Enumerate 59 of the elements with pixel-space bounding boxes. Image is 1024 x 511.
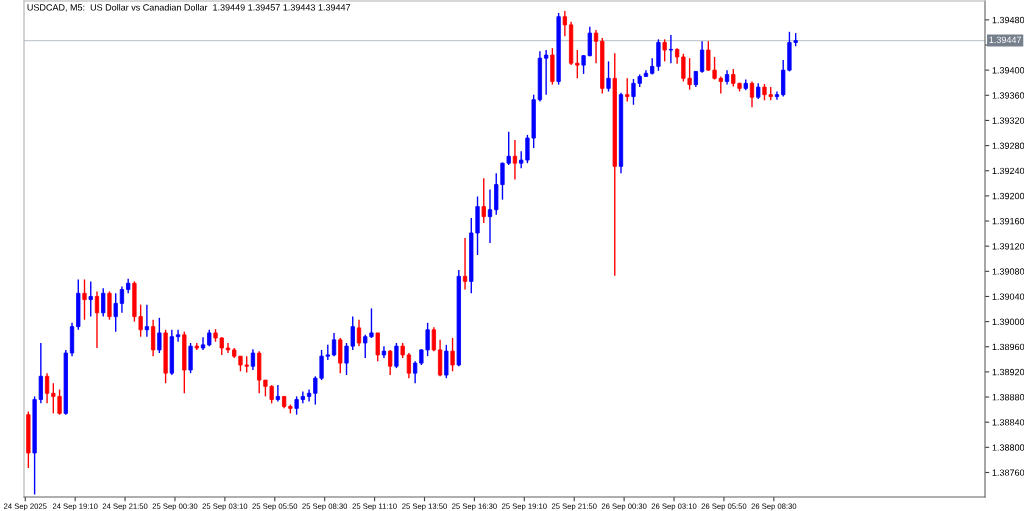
candlestick	[44, 372, 50, 405]
candlestick	[481, 177, 486, 224]
y-tick-label: 1.39040	[992, 293, 1024, 300]
candlestick	[462, 237, 468, 291]
y-tick-label: 1.38920	[992, 368, 1024, 376]
y-tick-label: 1.39080	[992, 268, 1024, 275]
y-tick-label: 1.39480	[992, 16, 1024, 24]
candlestick	[188, 342, 193, 374]
y-tick-label: 1.39000	[992, 318, 1024, 325]
candlestick	[338, 337, 343, 374]
candlestick	[625, 77, 630, 103]
candlestick	[144, 303, 150, 338]
y-tick-label: 1.39400	[992, 67, 1024, 74]
candlestick	[487, 188, 493, 244]
chart-title: USDCAD, M5: US Dollar vs Canadian Dollar 1.39449 1.39457 1.39443 1.39447	[27, 3, 351, 12]
candlestick	[82, 278, 87, 321]
y-tick-label: 1.38840	[992, 419, 1024, 426]
candlestick	[375, 332, 380, 362]
candlestick	[406, 352, 412, 379]
candlestick	[562, 10, 567, 37]
candlestick	[593, 29, 599, 64]
y-tick-label: 1.38760	[992, 469, 1024, 476]
candlestick	[699, 40, 705, 74]
candlestick	[450, 337, 455, 372]
y-tick-label: 1.38960	[992, 343, 1024, 351]
ref-line-label: 1.39447	[989, 36, 1022, 44]
candlestick	[200, 336, 206, 351]
y-tick-label: 1.39280	[992, 142, 1024, 149]
y-tick-label: 1.39320	[992, 117, 1024, 124]
candlestick	[575, 49, 580, 80]
y-tick-label: 1.39240	[992, 167, 1024, 175]
candlestick	[388, 349, 393, 376]
candlestick	[356, 319, 362, 347]
y-tick-label: 1.39120	[992, 243, 1024, 250]
candlestick	[668, 34, 674, 64]
candlestick	[394, 342, 399, 369]
y-tick-label: 1.38800	[992, 444, 1024, 451]
candlestick	[101, 287, 106, 318]
candlestick	[157, 317, 162, 354]
candlestick	[107, 290, 112, 321]
candlestick	[444, 344, 449, 379]
y-tick-label: 1.38880	[992, 394, 1024, 401]
y-tick-label: 1.39360	[992, 92, 1024, 99]
y-tick-label: 1.39160	[992, 217, 1024, 225]
candlestick	[250, 348, 256, 371]
candlestick	[88, 280, 93, 318]
candlestick	[544, 49, 549, 96]
y-tick-label: 1.39200	[992, 192, 1024, 200]
candlestick	[119, 285, 125, 314]
candlestick	[662, 38, 667, 63]
candlestick	[512, 139, 518, 181]
candlestick	[749, 80, 755, 108]
candlestick	[275, 384, 281, 403]
candlestick	[151, 319, 156, 357]
candlestick	[774, 90, 780, 101]
candlestick	[606, 60, 611, 93]
candlestick	[113, 292, 118, 333]
candlestick	[175, 329, 181, 343]
candlestick	[94, 290, 100, 349]
